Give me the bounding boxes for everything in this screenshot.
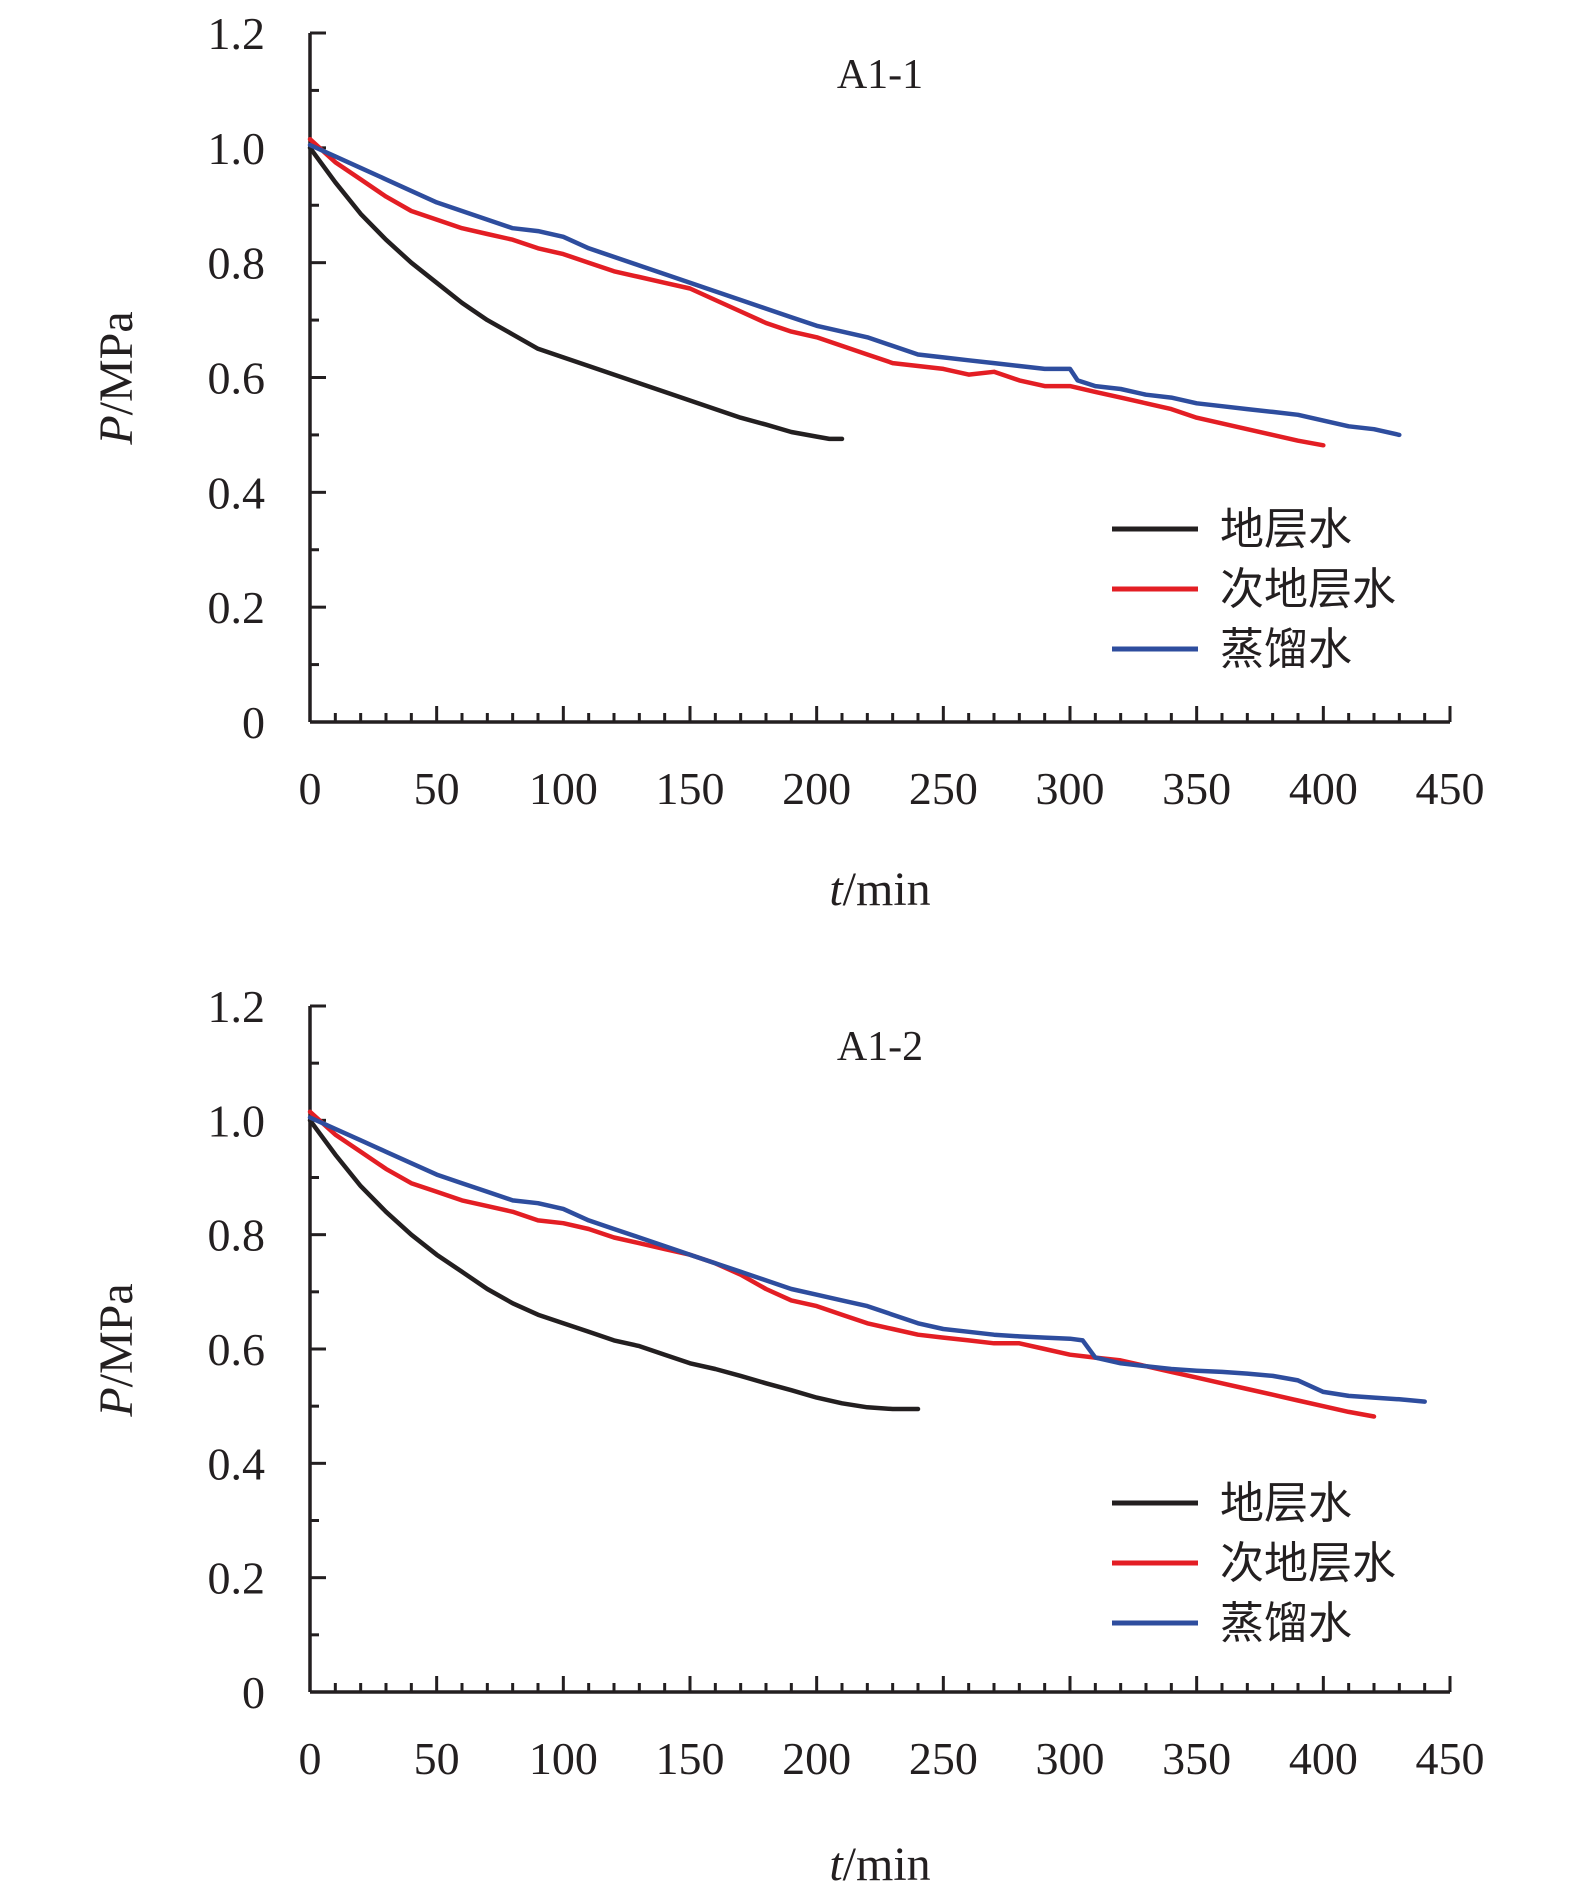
x-axis-label: t/min (829, 1838, 930, 1891)
chart-title: A1-2 (837, 1024, 923, 1070)
y-axis-label: P/MPa (90, 1283, 143, 1417)
x-tick-label: 450 (1416, 1733, 1485, 1784)
legend-label: 蒸馏水 (1220, 624, 1352, 675)
x-tick-label: 250 (909, 763, 978, 814)
series-0-line (307, 145, 845, 442)
x-tick-label: 200 (782, 763, 851, 814)
x-tick-label: 350 (1162, 1733, 1231, 1784)
x-tick-label: 100 (529, 763, 598, 814)
x-tick-label: 150 (656, 763, 725, 814)
y-axis-label-unit: /MPa (90, 311, 143, 415)
series-1-line (307, 136, 1326, 448)
y-tick-label: 1.2 (208, 8, 266, 59)
x-tick-label: 300 (1036, 1733, 1105, 1784)
x-tick-label: 0 (299, 763, 322, 814)
legend-label: 次地层水 (1220, 1538, 1396, 1589)
x-tick-label: 250 (909, 1733, 978, 1784)
x-tick-label: 50 (414, 1733, 460, 1784)
x-tick-label: 0 (299, 1733, 322, 1784)
series-2-line (307, 142, 1402, 438)
x-tick-label: 400 (1289, 1733, 1358, 1784)
chart-panel-a1-1: 0 50 100 150 200 250 300 350 400 450 0 0.2 0.4 0.6 0.… (90, 8, 1485, 916)
y-axis-label-variable: P (90, 1387, 143, 1417)
x-axis-label-unit: /min (843, 863, 931, 916)
y-tick-label: 0 (242, 1667, 265, 1718)
series-1-line (307, 1109, 1377, 1419)
x-axis-ticks: 0 50 100 150 200 250 300 350 400 450 (299, 1676, 1485, 1784)
x-tick-label: 300 (1036, 763, 1105, 814)
legend-label: 地层水 (1220, 504, 1352, 555)
x-tick-label: 450 (1416, 763, 1485, 814)
x-tick-label: 400 (1289, 763, 1358, 814)
y-axis-ticks: 0 0.2 0.4 0.6 0.8 1.0 1.2 (208, 981, 326, 1718)
y-tick-label: 0.8 (208, 1210, 266, 1261)
y-axis-label-variable: P (90, 415, 143, 445)
x-tick-label: 200 (782, 1733, 851, 1784)
x-axis-label-variable: t (829, 863, 844, 916)
chart-title: A1-1 (837, 52, 923, 98)
x-axis-label-variable: t (829, 1838, 844, 1891)
series-lines (307, 1109, 1427, 1419)
x-tick-label: 100 (529, 1733, 598, 1784)
x-tick-label: 50 (414, 763, 460, 814)
legend-label: 次地层水 (1220, 564, 1396, 615)
x-axis-label-unit: /min (843, 1838, 931, 1891)
y-tick-label: 0.2 (208, 582, 266, 633)
series-lines (307, 136, 1402, 448)
y-tick-label: 0.4 (208, 467, 266, 518)
series-2-line (307, 1115, 1427, 1404)
series-0-line (307, 1118, 921, 1412)
y-axis-ticks: 0 0.2 0.4 0.6 0.8 1.0 1.2 (208, 8, 326, 748)
y-tick-label: 1.2 (208, 981, 266, 1032)
y-tick-label: 0 (242, 697, 265, 748)
y-axis-label-unit: /MPa (90, 1283, 143, 1387)
y-tick-label: 0.4 (208, 1438, 266, 1489)
y-axis-label: P/MPa (90, 311, 143, 445)
legend-label: 地层水 (1220, 1478, 1352, 1529)
y-tick-label: 0.8 (208, 238, 266, 289)
y-tick-label: 0.6 (208, 1324, 266, 1375)
y-tick-label: 0.2 (208, 1553, 266, 1604)
x-axis-ticks: 0 50 100 150 200 250 300 350 400 450 (299, 706, 1485, 814)
x-axis-label: t/min (829, 863, 930, 916)
chart-panel-a1-2: 0 50 100 150 200 250 300 350 400 450 0 0.2 0.4 0.6 0.… (90, 981, 1485, 1891)
legend-label: 蒸馏水 (1220, 1598, 1352, 1649)
y-tick-label: 0.6 (208, 353, 266, 404)
y-tick-label: 1.0 (208, 1095, 266, 1146)
x-tick-label: 150 (656, 1733, 725, 1784)
y-tick-label: 1.0 (208, 123, 266, 174)
x-tick-label: 350 (1162, 763, 1231, 814)
